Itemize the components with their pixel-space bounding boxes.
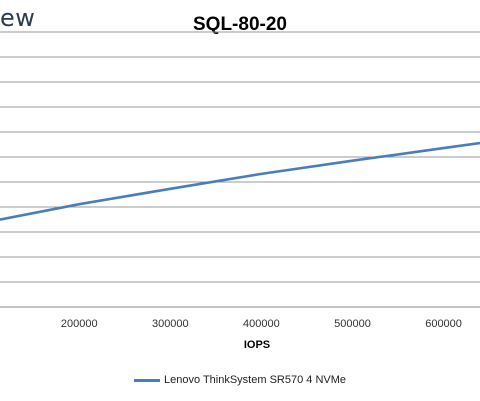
x-tick-label: 500000 (334, 318, 371, 330)
x-tick-label: 600000 (425, 318, 462, 330)
series-lines (0, 141, 480, 221)
x-tick-label: 400000 (243, 318, 280, 330)
logo-fragment: ew (0, 4, 36, 32)
gridlines (0, 31, 480, 308)
legend-label: Lenovo ThinkSystem SR570 4 NVMe (164, 374, 346, 386)
series-line (0, 141, 480, 221)
x-axis-title: IOPS (244, 339, 270, 351)
x-tick-label: 300000 (152, 318, 189, 330)
x-tick-labels: 200000 300000 400000 500000 600000 (61, 318, 462, 330)
chart-title: SQL-80-20 (193, 14, 287, 35)
legend-swatch (134, 378, 160, 382)
x-tick-label: 200000 (61, 318, 98, 330)
legend: Lenovo ThinkSystem SR570 4 NVMe (0, 374, 480, 386)
